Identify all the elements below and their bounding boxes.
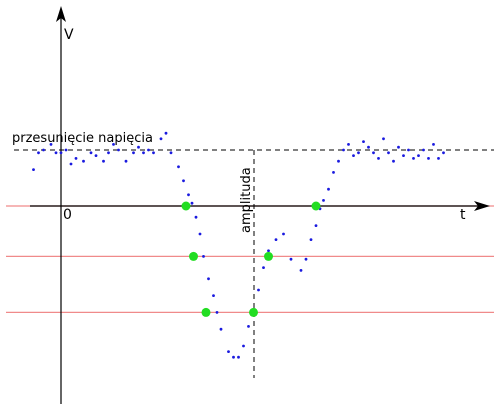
data-point	[299, 269, 303, 272]
data-point	[412, 157, 415, 160]
data-point	[232, 355, 235, 359]
data-point	[152, 151, 155, 155]
offset-label: przesunięcie napięcia	[12, 131, 153, 146]
data-point	[142, 151, 145, 155]
data-point	[190, 201, 194, 205]
data-point	[215, 311, 219, 314]
data-point	[74, 157, 78, 160]
data-point	[367, 145, 370, 149]
data-point	[347, 143, 350, 146]
data-point	[117, 148, 120, 152]
crossing-marker	[181, 201, 191, 211]
data-point	[257, 288, 260, 292]
data-point	[427, 157, 430, 160]
crossing-marker	[189, 251, 198, 261]
data-point	[112, 143, 115, 146]
crossing-markers	[181, 201, 321, 317]
data-point	[132, 151, 135, 155]
data-point	[372, 151, 375, 155]
data-point	[262, 266, 265, 269]
data-point	[42, 148, 45, 152]
origin-label: 0	[63, 207, 72, 223]
data-point	[237, 355, 240, 359]
data-point	[314, 224, 318, 228]
data-point	[397, 145, 400, 149]
data-point	[432, 143, 435, 146]
data-point	[59, 151, 63, 155]
data-point	[342, 148, 345, 152]
data-point	[377, 157, 380, 160]
data-point	[382, 137, 385, 141]
data-point	[137, 145, 140, 149]
data-point	[422, 148, 425, 152]
crossing-marker	[249, 307, 258, 317]
data-point	[89, 151, 93, 155]
data-point	[177, 165, 180, 169]
data-point	[289, 257, 293, 261]
data-point	[194, 215, 198, 219]
data-point	[402, 154, 405, 158]
data-point	[227, 350, 230, 353]
data-point	[407, 148, 410, 152]
data-point	[212, 294, 215, 297]
data-point	[442, 151, 445, 155]
data-point	[64, 148, 68, 152]
data-point	[242, 344, 245, 348]
data-point	[202, 255, 205, 258]
data-point	[49, 143, 53, 146]
data-point	[164, 131, 168, 135]
data-point	[387, 151, 390, 155]
data-point	[107, 151, 110, 155]
data-point	[124, 159, 128, 163]
data-point	[332, 171, 335, 174]
data-point	[187, 193, 190, 197]
y-axis-arrowhead	[56, 6, 66, 22]
data-point	[182, 179, 185, 183]
data-point	[37, 151, 40, 155]
crossing-marker	[201, 307, 211, 317]
data-point	[159, 137, 163, 141]
x-axis-label: t	[460, 207, 466, 223]
data-point	[304, 257, 308, 261]
data-point	[198, 232, 202, 236]
data-point	[267, 249, 270, 253]
data-point	[147, 148, 150, 152]
data-point	[274, 238, 278, 242]
data-point	[437, 157, 440, 160]
data-point	[309, 238, 313, 242]
data-point	[169, 151, 173, 155]
data-point	[282, 232, 285, 236]
crossing-marker	[264, 251, 273, 261]
data-points	[32, 131, 445, 359]
data-point	[82, 159, 85, 163]
data-point	[54, 151, 58, 155]
data-point	[94, 154, 98, 158]
crossing-marker	[311, 201, 321, 211]
data-point	[337, 159, 340, 163]
data-point	[207, 277, 210, 281]
data-point	[247, 325, 250, 328]
data-point	[219, 327, 223, 331]
data-point	[352, 154, 355, 158]
data-point	[32, 168, 35, 172]
y-axis-label: V	[64, 27, 74, 43]
data-point	[69, 162, 73, 166]
data-point	[327, 187, 330, 191]
data-point	[322, 199, 325, 202]
amplitude-label: amplituda	[239, 167, 254, 233]
data-point	[362, 140, 365, 144]
data-point	[417, 154, 420, 158]
data-point	[392, 159, 395, 163]
data-point	[102, 159, 105, 163]
data-point	[357, 151, 360, 155]
x-axis-arrowhead	[474, 201, 490, 211]
